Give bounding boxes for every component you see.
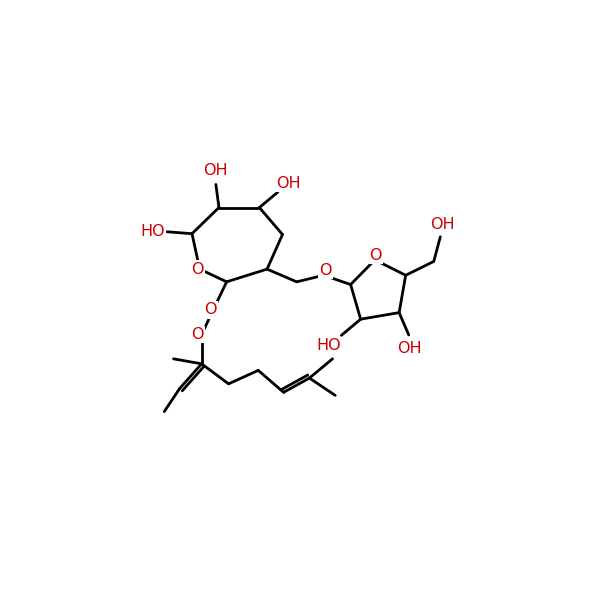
Text: O: O bbox=[204, 302, 217, 317]
Text: OH: OH bbox=[430, 217, 455, 232]
Text: OH: OH bbox=[276, 176, 301, 191]
Text: O: O bbox=[370, 248, 382, 263]
Text: HO: HO bbox=[317, 338, 341, 353]
Text: OH: OH bbox=[398, 341, 422, 356]
Text: HO: HO bbox=[140, 224, 164, 239]
Text: OH: OH bbox=[203, 163, 228, 178]
Text: O: O bbox=[319, 263, 332, 278]
Text: O: O bbox=[191, 262, 204, 277]
Text: O: O bbox=[191, 327, 203, 342]
